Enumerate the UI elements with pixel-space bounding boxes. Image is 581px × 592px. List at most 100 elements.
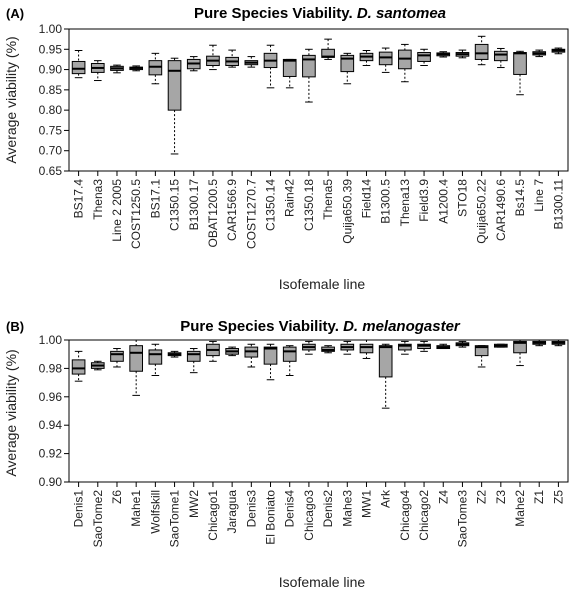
box-iqr	[71, 359, 86, 375]
box-7	[206, 340, 220, 362]
chart-title-b: Pure Species Viability. D. melanogaster	[180, 318, 461, 335]
x-tick-label: Quija650.22	[475, 179, 489, 244]
y-tick-label: 0.90	[39, 475, 63, 489]
box-3	[129, 339, 144, 396]
y-tick-label: 0.80	[39, 103, 63, 117]
chart-title-a: Pure Species Viability. D. santomea	[194, 5, 446, 22]
x-tick-label: Z2	[475, 490, 489, 504]
box-21	[474, 345, 489, 368]
box-2	[110, 348, 124, 368]
x-tick-label: Z1	[532, 490, 546, 504]
box-6	[186, 56, 201, 72]
x-tick-label: Chicago4	[398, 490, 412, 541]
box-16	[378, 343, 393, 409]
box-iqr	[378, 345, 393, 378]
box-2	[110, 64, 124, 74]
box-3	[129, 65, 144, 72]
box-iqr	[513, 340, 527, 354]
y-tick-label: 0.96	[39, 390, 63, 404]
box-19	[436, 343, 451, 350]
box-20	[455, 340, 470, 348]
x-tick-label: SaoTome1	[168, 490, 182, 548]
box-10	[263, 343, 278, 381]
box-22	[493, 343, 508, 348]
plot-area-b: 0.90 0.92 0.94 0.96 0.98 1.00 Denis1 SaoTome2 Z6…	[39, 333, 569, 548]
box-1	[90, 360, 105, 371]
plot-area-a: 0.65 0.70 0.75 0.80 0.85 0.90 0.95 1.00 BS17.4 Th…	[39, 22, 569, 249]
x-tick-label: Ark	[379, 489, 393, 508]
x-tick-label: Line 7	[532, 179, 546, 212]
x-tick-label: Field14	[359, 179, 373, 219]
box-5	[167, 57, 182, 155]
box-iqr	[474, 43, 489, 60]
x-tick-label: Quija650.39	[340, 179, 354, 244]
box-iqr	[474, 345, 489, 357]
x-tick-label: BS17.1	[148, 179, 162, 219]
x-tick-label: BS17.4	[72, 179, 86, 219]
x-tick-label: COST1250.5	[129, 179, 143, 249]
x-tick-label: MW1	[359, 490, 373, 518]
y-tick-label: 0.94	[39, 418, 63, 432]
box-iqr	[129, 345, 144, 372]
box-6	[186, 348, 201, 374]
box-iqr	[148, 349, 163, 365]
y-axis-label-a: Average viability (%)	[3, 36, 19, 163]
x-tick-label: CAR1566.9	[225, 179, 239, 241]
box-iqr	[71, 60, 86, 75]
x-tick-label: SaoTome3	[455, 490, 469, 548]
x-tick-label: A1200.4	[436, 179, 450, 224]
box-iqr	[302, 54, 316, 78]
chart-title-a-species: D. santomea	[357, 5, 446, 22]
x-tick-label: C1350.15	[168, 179, 182, 231]
chart-title-b-prefix: Pure Species Viability.	[180, 318, 343, 335]
box-iqr	[263, 346, 278, 365]
chart-title-b-species: D. melanogaster	[343, 318, 461, 335]
x-tick-label: Denis2	[321, 490, 335, 528]
box-8	[225, 346, 239, 357]
x-tick-label: MW2	[187, 490, 201, 518]
x-tick-label: CAR1490.6	[494, 179, 508, 241]
x-tick-label: Chicago2	[417, 490, 431, 541]
y-tick-label: 1.00	[39, 22, 63, 36]
box-11	[282, 58, 297, 89]
box-iqr	[493, 50, 508, 62]
x-tick-label: Z3	[494, 490, 508, 504]
box-iqr	[110, 350, 124, 362]
box-iqr	[282, 346, 297, 362]
y-axis-label-b: Average viability (%)	[3, 349, 19, 476]
box-0	[71, 50, 86, 79]
box-4	[148, 52, 163, 85]
box-25	[551, 47, 566, 55]
box-19	[436, 51, 451, 58]
x-tick-label: Mahe2	[513, 490, 527, 527]
panel-label-a: (A)	[6, 6, 24, 21]
box-15	[359, 339, 374, 359]
x-tick-label: Field3.9	[417, 179, 431, 222]
box-10	[263, 44, 278, 89]
box-iqr	[513, 52, 527, 75]
x-tick-label: Z4	[436, 490, 450, 504]
x-tick-label: Bs14.5	[513, 179, 527, 217]
y-tick-label: 0.75	[39, 123, 63, 137]
x-tick-label: B1300.11	[551, 179, 565, 230]
box-9	[244, 56, 259, 68]
box-14	[340, 340, 355, 355]
x-axis-label-a: Isofemale line	[279, 276, 366, 292]
box-13	[321, 38, 335, 60]
x-tick-label: B1300.17	[187, 179, 201, 231]
box-12	[302, 48, 316, 103]
x-tick-label: Denis4	[283, 490, 297, 528]
plot-frame	[68, 339, 569, 483]
box-22	[493, 47, 508, 69]
y-tick-label: 0.85	[39, 83, 63, 97]
box-18	[417, 340, 431, 352]
x-tick-label: Mahe3	[340, 490, 354, 527]
y-tick-label: 1.00	[39, 333, 63, 347]
box-iqr	[378, 51, 393, 66]
x-tick-label: Thena5	[321, 179, 335, 220]
x-tick-label: Chicago1	[206, 490, 220, 541]
x-tick-label: Chicago3	[302, 490, 316, 541]
box-iqr	[417, 52, 431, 62]
